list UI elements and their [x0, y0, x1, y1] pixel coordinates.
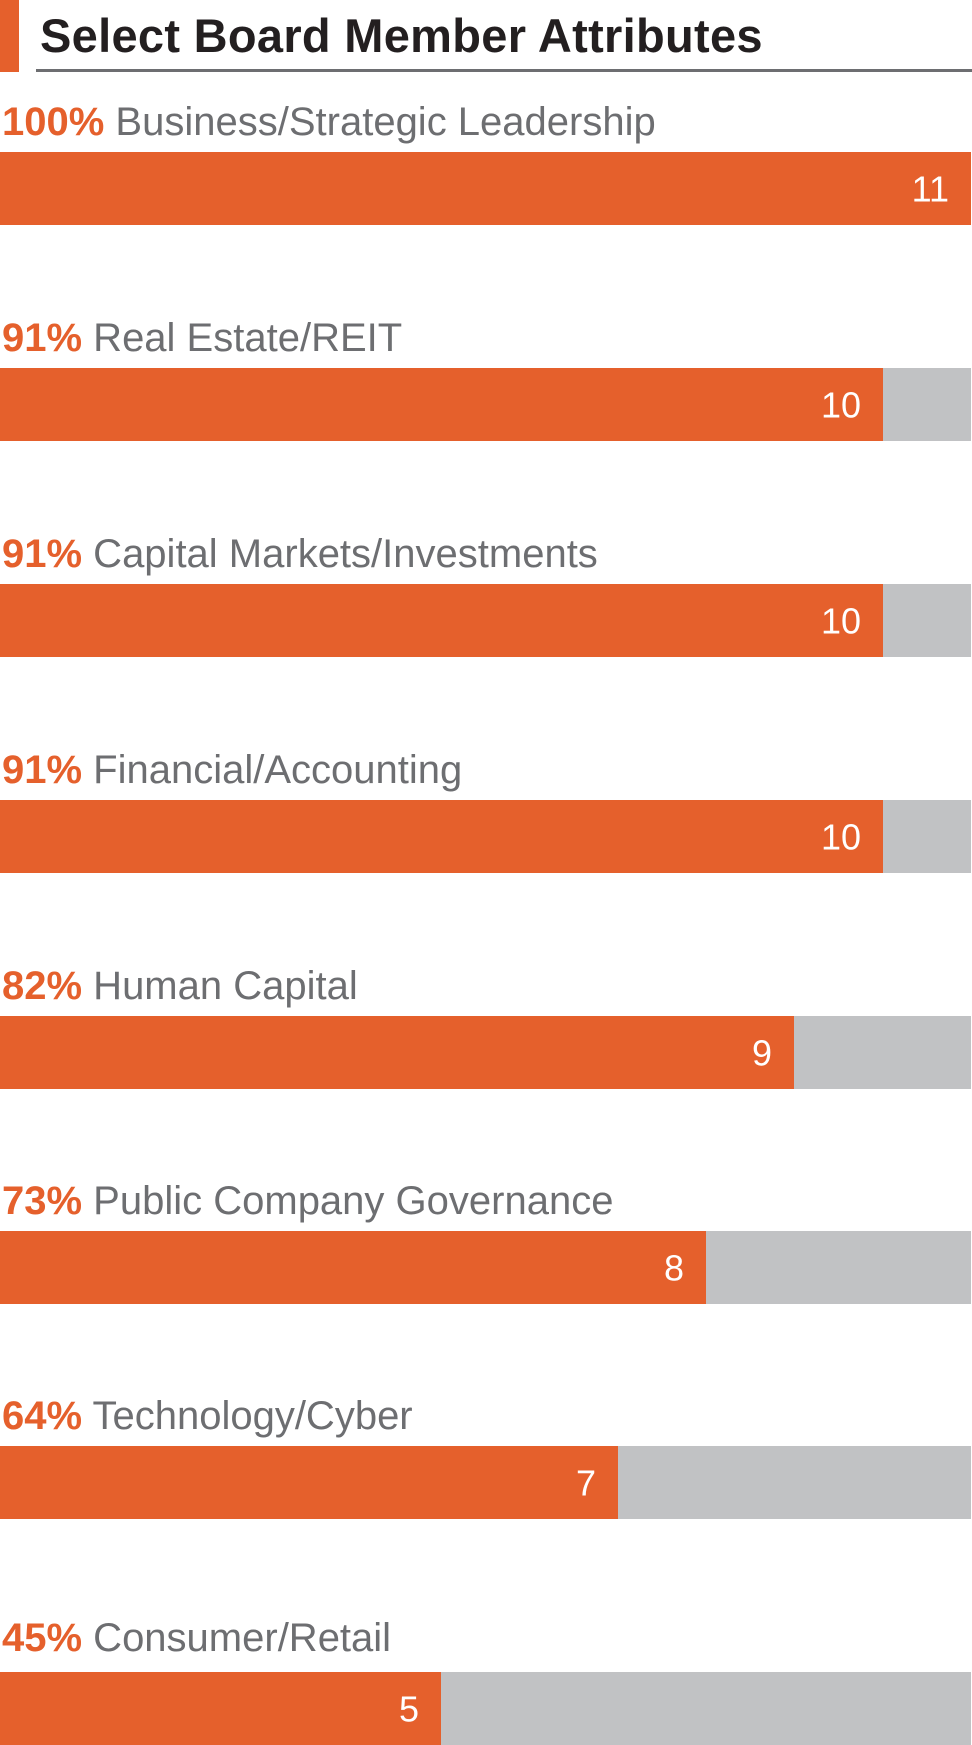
bar [0, 1672, 441, 1745]
data-label: 10 [821, 385, 861, 426]
data-label: 10 [821, 817, 861, 858]
category-label: 45% Consumer/Retail [2, 1614, 391, 1662]
bar [0, 1231, 706, 1304]
category-name: Public Company Governance [82, 1179, 614, 1223]
title-accent-bar [0, 0, 19, 72]
data-label: 5 [399, 1689, 419, 1730]
bar [0, 800, 883, 873]
percent-label: 91% [2, 532, 83, 576]
category-name: Business/Strategic Leadership [104, 100, 656, 144]
bar [0, 1016, 794, 1089]
category-name: Technology/Cyber [82, 1394, 413, 1438]
percent-label: 82% [2, 964, 83, 1008]
category-name: Consumer/Retail [82, 1616, 392, 1660]
category-label: 82% Human Capital [2, 962, 358, 1010]
category-label: 100% Business/Strategic Leadership [2, 98, 656, 146]
bar [0, 152, 971, 225]
percent-label: 100% [2, 100, 105, 144]
category-name: Financial/Accounting [82, 748, 463, 792]
category-label: 73% Public Company Governance [2, 1177, 613, 1225]
bar [0, 1446, 618, 1519]
percent-label: 64% [2, 1394, 83, 1438]
data-label: 11 [912, 169, 949, 210]
category-name: Human Capital [82, 964, 358, 1008]
chart-title: Select Board Member Attributes [40, 9, 763, 62]
percent-label: 45% [2, 1616, 83, 1660]
data-label: 10 [821, 601, 861, 642]
bar [0, 368, 883, 441]
data-label: 7 [576, 1463, 596, 1504]
category-label: 91% Financial/Accounting [2, 746, 462, 794]
bar [0, 584, 883, 657]
category-name: Real Estate/REIT [82, 316, 403, 360]
category-label: 91% Real Estate/REIT [2, 314, 402, 362]
category-label: 64% Technology/Cyber [2, 1392, 413, 1440]
percent-label: 91% [2, 316, 83, 360]
category-label: 91% Capital Markets/Investments [2, 530, 598, 578]
title-rule [36, 69, 972, 72]
percent-label: 73% [2, 1179, 83, 1223]
category-name: Capital Markets/Investments [82, 532, 598, 576]
data-label: 9 [752, 1033, 772, 1074]
data-label: 8 [664, 1248, 684, 1289]
percent-label: 91% [2, 748, 83, 792]
